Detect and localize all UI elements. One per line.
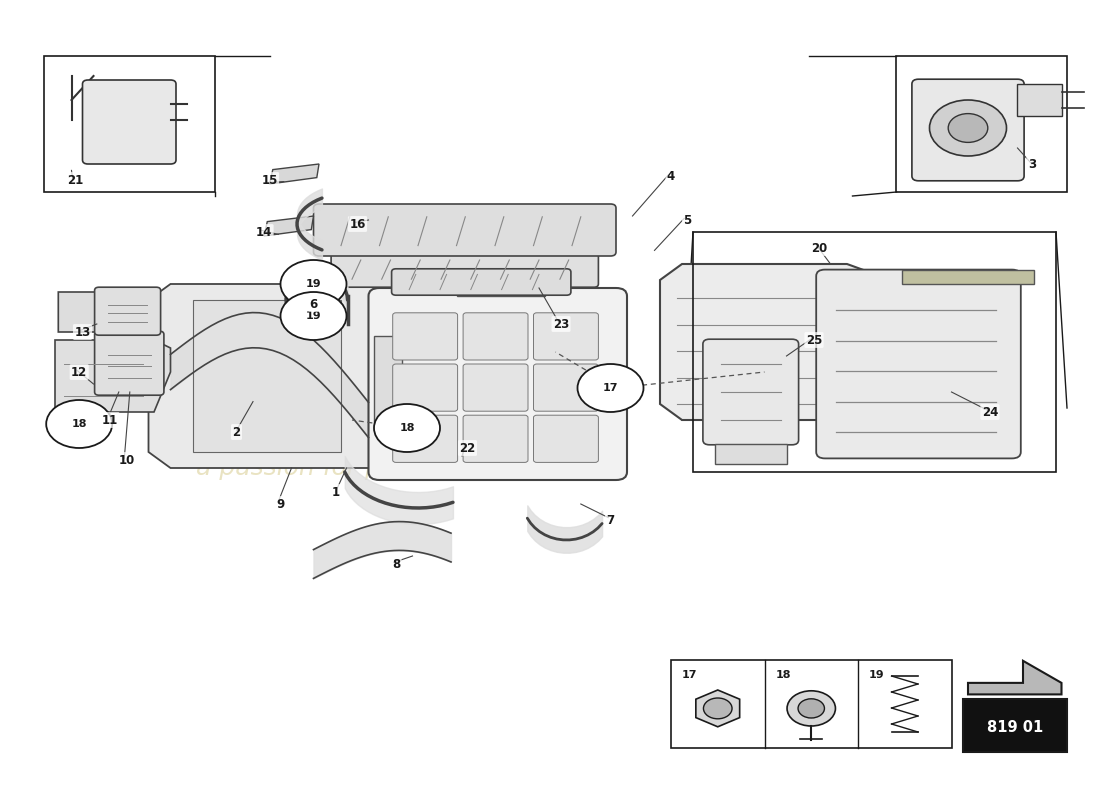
Text: 14: 14 [256, 226, 272, 238]
FancyBboxPatch shape [331, 250, 598, 287]
Bar [962, 699, 1067, 752]
Polygon shape [270, 164, 319, 184]
Polygon shape [968, 661, 1062, 694]
Text: 17: 17 [603, 383, 618, 393]
Text: 5: 5 [683, 214, 692, 226]
Text: 15: 15 [262, 174, 277, 186]
Text: 1: 1 [331, 486, 340, 498]
FancyBboxPatch shape [314, 204, 616, 256]
Text: 13: 13 [75, 326, 90, 338]
FancyBboxPatch shape [912, 79, 1024, 181]
Bar [715, 444, 786, 464]
Bar [374, 336, 401, 424]
Bar [693, 232, 1056, 472]
FancyBboxPatch shape [393, 313, 458, 360]
FancyBboxPatch shape [368, 288, 627, 480]
Text: 819 01: 819 01 [987, 719, 1043, 734]
Bar [902, 270, 1034, 284]
Text: 3: 3 [1027, 158, 1036, 170]
Text: 19: 19 [869, 670, 884, 680]
Circle shape [948, 114, 988, 142]
Text: 11: 11 [102, 414, 118, 426]
Circle shape [46, 400, 112, 448]
Circle shape [786, 690, 836, 726]
FancyBboxPatch shape [703, 339, 799, 445]
Text: 21: 21 [67, 174, 82, 186]
Bar [671, 660, 952, 748]
Circle shape [704, 698, 733, 718]
Text: 18: 18 [776, 670, 791, 680]
Bar [896, 56, 1067, 192]
Circle shape [280, 260, 346, 308]
Polygon shape [55, 340, 170, 412]
Circle shape [578, 364, 644, 412]
Polygon shape [148, 284, 396, 468]
Text: 2: 2 [232, 426, 241, 438]
Text: 23: 23 [553, 318, 569, 330]
Text: 22: 22 [460, 442, 475, 454]
FancyBboxPatch shape [392, 269, 571, 295]
FancyBboxPatch shape [534, 415, 598, 462]
FancyBboxPatch shape [95, 331, 164, 395]
Polygon shape [192, 300, 341, 452]
FancyBboxPatch shape [393, 415, 458, 462]
Text: 4: 4 [667, 170, 675, 182]
Text: 8: 8 [392, 558, 400, 570]
Text: 20: 20 [812, 242, 827, 254]
FancyBboxPatch shape [534, 313, 598, 360]
Bar [1018, 84, 1062, 116]
Text: 24: 24 [982, 406, 998, 418]
FancyBboxPatch shape [816, 270, 1021, 458]
FancyBboxPatch shape [393, 364, 458, 411]
Text: 16: 16 [350, 218, 365, 230]
Circle shape [798, 699, 825, 718]
Polygon shape [58, 292, 148, 332]
Polygon shape [696, 690, 739, 726]
FancyBboxPatch shape [82, 80, 176, 164]
Bar [852, 288, 872, 392]
Polygon shape [660, 264, 869, 420]
Circle shape [930, 100, 1007, 156]
Text: 6: 6 [309, 298, 318, 310]
FancyBboxPatch shape [463, 313, 528, 360]
Text: 19: 19 [306, 311, 321, 321]
Text: 18: 18 [399, 423, 415, 433]
FancyBboxPatch shape [534, 364, 598, 411]
Circle shape [374, 404, 440, 452]
Text: 10: 10 [119, 454, 134, 466]
Text: 9: 9 [276, 498, 285, 510]
Text: a passion for parts since 1985: a passion for parts since 1985 [196, 456, 574, 480]
Bar [456, 276, 544, 296]
Text: 19: 19 [306, 279, 321, 289]
FancyBboxPatch shape [463, 364, 528, 411]
Text: 18: 18 [72, 419, 87, 429]
FancyBboxPatch shape [463, 415, 528, 462]
Bar [44, 56, 214, 192]
FancyBboxPatch shape [95, 287, 161, 335]
Text: 12: 12 [72, 366, 87, 378]
Text: 25: 25 [806, 334, 822, 346]
Circle shape [280, 292, 346, 340]
Text: 7: 7 [606, 514, 615, 526]
Text: 17: 17 [682, 670, 697, 680]
Polygon shape [264, 216, 314, 236]
Text: europ artes: europ artes [148, 350, 622, 418]
